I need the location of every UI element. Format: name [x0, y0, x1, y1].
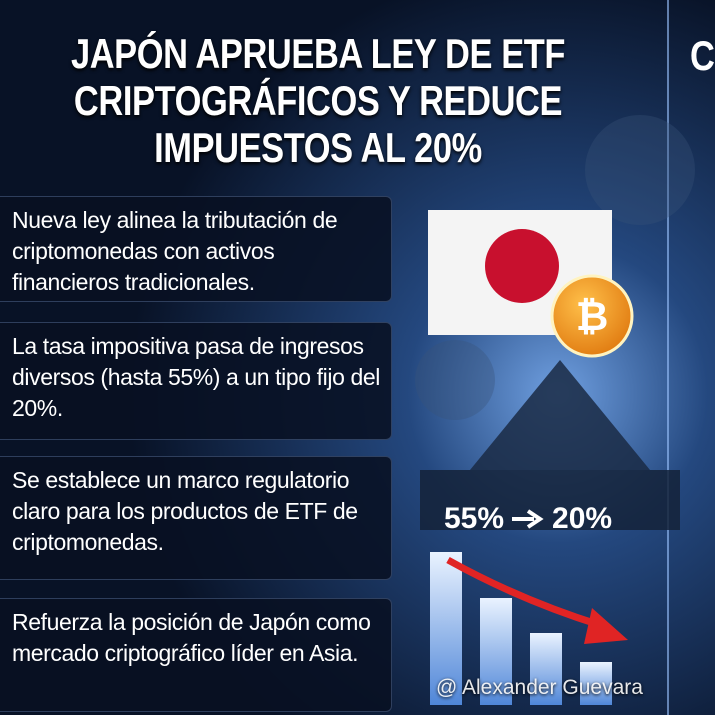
- title-line: JAPÓN APRUEBA LEY DE ETF: [70, 30, 566, 77]
- rate-change: 55% 20%: [444, 502, 612, 536]
- cut-off-text: C: [690, 32, 715, 79]
- point-box: La tasa impositiva pasa de ingresos dive…: [0, 322, 392, 440]
- point-box: Nueva ley alinea la tributación de cript…: [0, 196, 392, 302]
- rate-to: 20%: [552, 502, 613, 535]
- point-box: Se establece un marco regulatorio claro …: [0, 456, 392, 580]
- watermark: @ Alexander Guevara: [436, 676, 643, 699]
- title: JAPÓN APRUEBA LEY DE ETF CRIPTOGRÁFICOS …: [57, 30, 579, 171]
- rate-from: 55%: [444, 502, 505, 535]
- arrow-icon: [512, 509, 544, 529]
- point-box: Refuerza la posición de Japón como merca…: [0, 598, 392, 712]
- svg-text:₿: ₿: [576, 294, 609, 340]
- title-line: CRIPTOGRÁFICOS Y REDUCE: [73, 77, 563, 124]
- title-line: IMPUESTOS AL 20%: [154, 124, 482, 171]
